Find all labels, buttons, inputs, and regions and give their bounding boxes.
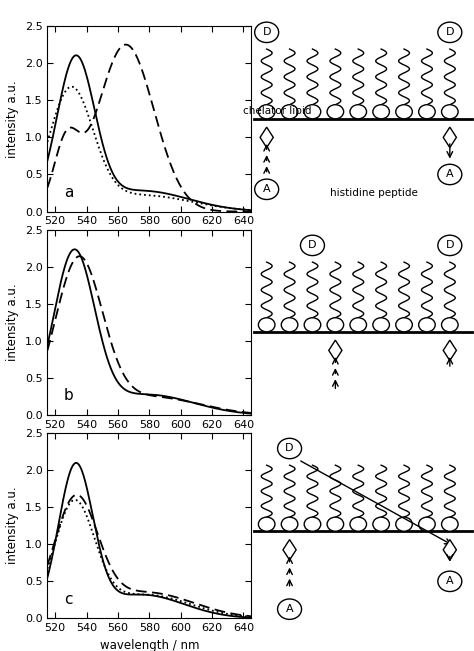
Circle shape — [373, 517, 390, 531]
X-axis label: wavelength / nm: wavelength / nm — [100, 232, 199, 245]
Circle shape — [258, 517, 275, 531]
Circle shape — [419, 105, 435, 119]
Text: a: a — [64, 185, 73, 200]
Text: c: c — [64, 592, 72, 607]
Text: chelator lipid: chelator lipid — [243, 106, 311, 117]
Circle shape — [396, 105, 412, 119]
Text: D: D — [263, 27, 271, 37]
Circle shape — [304, 105, 321, 119]
X-axis label: wavelength / nm: wavelength / nm — [100, 436, 199, 449]
Circle shape — [304, 318, 321, 332]
Circle shape — [373, 105, 390, 119]
Circle shape — [327, 105, 344, 119]
Circle shape — [442, 105, 458, 119]
Text: D: D — [446, 240, 454, 251]
Text: A: A — [263, 184, 271, 194]
Circle shape — [419, 517, 435, 531]
Circle shape — [327, 318, 344, 332]
Polygon shape — [329, 340, 342, 361]
Circle shape — [438, 235, 462, 256]
Polygon shape — [260, 127, 273, 148]
Text: histidine peptide: histidine peptide — [330, 188, 418, 198]
Circle shape — [281, 105, 298, 119]
Polygon shape — [443, 540, 456, 560]
Circle shape — [373, 318, 390, 332]
Circle shape — [438, 571, 462, 592]
Text: A: A — [286, 604, 293, 614]
Circle shape — [255, 179, 279, 199]
Circle shape — [396, 318, 412, 332]
Circle shape — [281, 318, 298, 332]
Polygon shape — [443, 340, 456, 361]
Circle shape — [350, 318, 366, 332]
Text: A: A — [446, 576, 454, 587]
Circle shape — [281, 517, 298, 531]
Circle shape — [278, 438, 301, 459]
Text: b: b — [64, 389, 73, 404]
Polygon shape — [443, 127, 456, 148]
Circle shape — [255, 22, 279, 42]
Circle shape — [278, 599, 301, 619]
Circle shape — [438, 22, 462, 42]
Circle shape — [258, 105, 275, 119]
Circle shape — [396, 517, 412, 531]
Circle shape — [350, 105, 366, 119]
Text: A: A — [446, 169, 454, 180]
Circle shape — [442, 318, 458, 332]
Text: D: D — [308, 240, 317, 251]
Text: D: D — [285, 443, 294, 454]
Circle shape — [442, 517, 458, 531]
Circle shape — [350, 517, 366, 531]
Circle shape — [327, 517, 344, 531]
Circle shape — [301, 235, 324, 256]
Y-axis label: intensity a.u.: intensity a.u. — [6, 80, 19, 158]
Y-axis label: intensity a.u.: intensity a.u. — [6, 487, 19, 564]
Circle shape — [419, 318, 435, 332]
Circle shape — [258, 318, 275, 332]
Circle shape — [304, 517, 321, 531]
Y-axis label: intensity a.u.: intensity a.u. — [6, 284, 19, 361]
X-axis label: wavelength / nm: wavelength / nm — [100, 639, 199, 651]
Text: D: D — [446, 27, 454, 37]
Circle shape — [438, 164, 462, 185]
Polygon shape — [283, 540, 296, 560]
